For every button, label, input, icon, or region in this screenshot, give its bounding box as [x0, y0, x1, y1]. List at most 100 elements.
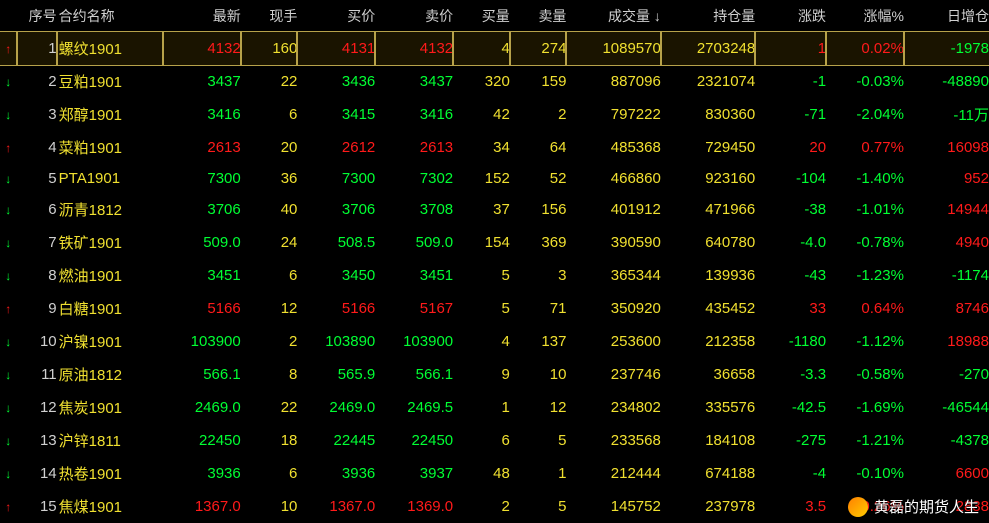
cell-chgpct: -1.40% — [826, 164, 904, 193]
direction-arrow-icon: ↓ — [0, 325, 17, 358]
col-header-bidvol[interactable]: 买量 — [453, 0, 510, 32]
cell-last: 3416 — [163, 98, 241, 131]
table-row[interactable]: ↓14热卷19013936639363937481212444674188-4-… — [0, 457, 989, 490]
direction-arrow-icon: ↑ — [0, 292, 17, 325]
cell-open_int: 36658 — [661, 358, 755, 391]
cell-daily_oi: 16098 — [904, 131, 989, 164]
row-index: 13 — [17, 424, 57, 457]
cell-chgpct: -0.58% — [826, 358, 904, 391]
contract-name: 焦煤1901 — [57, 490, 163, 523]
cell-bidvol: 154 — [453, 226, 510, 259]
table-row[interactable]: ↓3郑醇19013416634153416422797222830360-71-… — [0, 98, 989, 131]
table-row[interactable]: ↓13沪锌18112245018224452245065233568184108… — [0, 424, 989, 457]
table-row[interactable]: ↓10沪镍19011039002103890103900413725360021… — [0, 325, 989, 358]
col-header-daily_oi[interactable]: 日增仓 — [904, 0, 989, 32]
direction-arrow-icon: ↓ — [0, 457, 17, 490]
cell-chg: -1 — [755, 65, 826, 98]
cell-bidvol: 320 — [453, 65, 510, 98]
col-header-arrow[interactable] — [0, 0, 17, 32]
cell-curhand: 36 — [241, 164, 298, 193]
contract-name: 原油1812 — [57, 358, 163, 391]
cell-chgpct: -1.69% — [826, 391, 904, 424]
table-row[interactable]: ↓12焦炭19012469.0222469.02469.511223480233… — [0, 391, 989, 424]
cell-bid: 2469.0 — [297, 391, 375, 424]
table-row[interactable]: ↑4菜粕190126132026122613346448536872945020… — [0, 131, 989, 164]
contract-name: 热卷1901 — [57, 457, 163, 490]
cell-daily_oi: -4378 — [904, 424, 989, 457]
cell-askvol: 274 — [510, 32, 567, 65]
table-row[interactable]: ↑9白糖190151661251665167571350920435452330… — [0, 292, 989, 325]
cell-bidvol: 2 — [453, 490, 510, 523]
direction-arrow-icon: ↓ — [0, 164, 17, 193]
cell-last: 509.0 — [163, 226, 241, 259]
col-header-idx[interactable]: 序号 — [17, 0, 57, 32]
cell-last: 2613 — [163, 131, 241, 164]
futures-quote-table[interactable]: 序号合约名称最新现手买价卖价买量卖量成交量 ↓持仓量涨跌涨幅%日增仓 ↑1螺纹1… — [0, 0, 989, 523]
cell-open_int: 923160 — [661, 164, 755, 193]
cell-last: 3451 — [163, 259, 241, 292]
table-row[interactable]: ↓8燃油1901345163450345153365344139936-43-1… — [0, 259, 989, 292]
cell-bid: 5166 — [297, 292, 375, 325]
cell-open_int: 335576 — [661, 391, 755, 424]
table-row[interactable]: ↑15焦煤19011367.0101367.01369.025145752237… — [0, 490, 989, 523]
cell-chgpct: -0.78% — [826, 226, 904, 259]
col-header-askvol[interactable]: 卖量 — [510, 0, 567, 32]
cell-ask: 103900 — [375, 325, 453, 358]
cell-bidvol: 37 — [453, 193, 510, 226]
col-header-name[interactable]: 合约名称 — [57, 0, 163, 32]
cell-daily_oi: -1978 — [904, 32, 989, 65]
cell-curhand: 6 — [241, 259, 298, 292]
table-row[interactable]: ↓5PTA19017300367300730215252466860923160… — [0, 164, 989, 193]
cell-bidvol: 5 — [453, 292, 510, 325]
cell-askvol: 12 — [510, 391, 567, 424]
cell-chg: 3.5 — [755, 490, 826, 523]
cell-curhand: 24 — [241, 226, 298, 259]
cell-bid: 103890 — [297, 325, 375, 358]
cell-volume: 350920 — [566, 292, 660, 325]
contract-name: 菜粕1901 — [57, 131, 163, 164]
row-index: 10 — [17, 325, 57, 358]
cell-ask: 3437 — [375, 65, 453, 98]
contract-name: 郑醇1901 — [57, 98, 163, 131]
cell-open_int: 674188 — [661, 457, 755, 490]
cell-open_int: 640780 — [661, 226, 755, 259]
cell-chg: -3.3 — [755, 358, 826, 391]
cell-ask: 3451 — [375, 259, 453, 292]
cell-bid: 22445 — [297, 424, 375, 457]
cell-last: 4132 — [163, 32, 241, 65]
table-row[interactable]: ↑1螺纹190141321604131413242741089570270324… — [0, 32, 989, 65]
row-index: 11 — [17, 358, 57, 391]
col-header-bid[interactable]: 买价 — [297, 0, 375, 32]
table-row[interactable]: ↓7铁矿1901509.024508.5509.0154369390590640… — [0, 226, 989, 259]
row-index: 2 — [17, 65, 57, 98]
cell-chg: 20 — [755, 131, 826, 164]
table-body[interactable]: ↑1螺纹190141321604131413242741089570270324… — [0, 32, 989, 523]
table-row[interactable]: ↓2豆粕190134372234363437320159887096232107… — [0, 65, 989, 98]
row-index: 9 — [17, 292, 57, 325]
col-header-volume[interactable]: 成交量 ↓ — [566, 0, 660, 32]
cell-last: 1367.0 — [163, 490, 241, 523]
col-header-chgpct[interactable]: 涨幅% — [826, 0, 904, 32]
table-row[interactable]: ↓11原油1812566.18565.9566.191023774636658-… — [0, 358, 989, 391]
cell-bidvol: 6 — [453, 424, 510, 457]
cell-chg: -275 — [755, 424, 826, 457]
cell-bid: 3415 — [297, 98, 375, 131]
direction-arrow-icon: ↓ — [0, 391, 17, 424]
cell-bid: 7300 — [297, 164, 375, 193]
cell-daily_oi: 14944 — [904, 193, 989, 226]
col-header-chg[interactable]: 涨跌 — [755, 0, 826, 32]
col-header-curhand[interactable]: 现手 — [241, 0, 298, 32]
table-header-row[interactable]: 序号合约名称最新现手买价卖价买量卖量成交量 ↓持仓量涨跌涨幅%日增仓 — [0, 0, 989, 32]
table-row[interactable]: ↓6沥青18123706403706370837156401912471966-… — [0, 193, 989, 226]
cell-chg: -4.0 — [755, 226, 826, 259]
cell-curhand: 8 — [241, 358, 298, 391]
col-header-last[interactable]: 最新 — [163, 0, 241, 32]
col-header-ask[interactable]: 卖价 — [375, 0, 453, 32]
cell-daily_oi: -1174 — [904, 259, 989, 292]
cell-askvol: 71 — [510, 292, 567, 325]
cell-daily_oi: 4940 — [904, 226, 989, 259]
col-header-open_int[interactable]: 持仓量 — [661, 0, 755, 32]
contract-name: 燃油1901 — [57, 259, 163, 292]
cell-volume: 401912 — [566, 193, 660, 226]
cell-bidvol: 5 — [453, 259, 510, 292]
